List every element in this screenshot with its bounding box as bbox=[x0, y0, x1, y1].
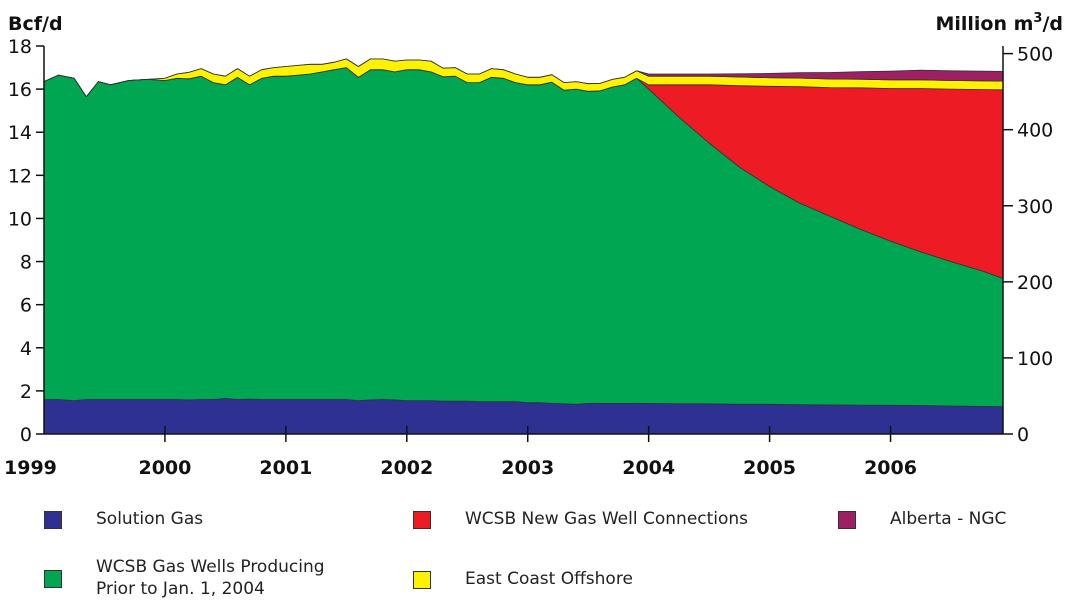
year-tick-label: 2003 bbox=[501, 457, 554, 479]
right-tick-group: 0 100 200 300 400 500 bbox=[1003, 44, 1053, 446]
year-tick-group: 1999 2000 2001 2002 2003 2004 2005 2006 bbox=[4, 426, 917, 479]
left-tick-label: 8 bbox=[20, 252, 32, 274]
left-tick-label: 6 bbox=[20, 295, 32, 317]
right-tick-label: 200 bbox=[1017, 272, 1053, 294]
year-tick-label: 2006 bbox=[864, 457, 917, 479]
left-tick-label: 4 bbox=[20, 338, 32, 360]
year-tick-label: 2001 bbox=[259, 457, 312, 479]
right-tick-label: 500 bbox=[1017, 44, 1053, 66]
right-tick-label: 100 bbox=[1017, 348, 1053, 370]
year-tick-label: 2002 bbox=[380, 457, 433, 479]
right-axis-title: Million m3/d bbox=[935, 11, 1063, 35]
year-tick-label: 1999 bbox=[4, 457, 57, 479]
left-tick-group: 0 2 4 6 8 10 12 14 16 18 bbox=[8, 36, 44, 446]
right-tick-label: 300 bbox=[1017, 196, 1053, 218]
left-axis-title: Bcf/d bbox=[8, 13, 63, 35]
right-axis-title-sup: 3 bbox=[1033, 11, 1042, 26]
left-tick-label: 12 bbox=[8, 165, 32, 187]
year-tick-label: 2005 bbox=[743, 457, 796, 479]
right-tick-label: 400 bbox=[1017, 120, 1053, 142]
left-tick-label: 2 bbox=[20, 381, 32, 403]
left-tick-label: 14 bbox=[8, 122, 32, 144]
area-series-group bbox=[43, 58, 1004, 435]
left-tick-label: 18 bbox=[8, 36, 32, 58]
left-tick-label: 10 bbox=[8, 208, 32, 230]
right-tick-label: 0 bbox=[1017, 424, 1029, 446]
left-tick-label: 16 bbox=[8, 79, 32, 101]
right-axis-title-main: Million m bbox=[935, 13, 1033, 35]
right-axis-title-end: /d bbox=[1042, 13, 1063, 35]
year-tick-label: 2000 bbox=[138, 457, 191, 479]
axes-group bbox=[43, 46, 1004, 435]
year-tick-label: 2004 bbox=[622, 457, 675, 479]
left-tick-label: 0 bbox=[20, 424, 32, 446]
